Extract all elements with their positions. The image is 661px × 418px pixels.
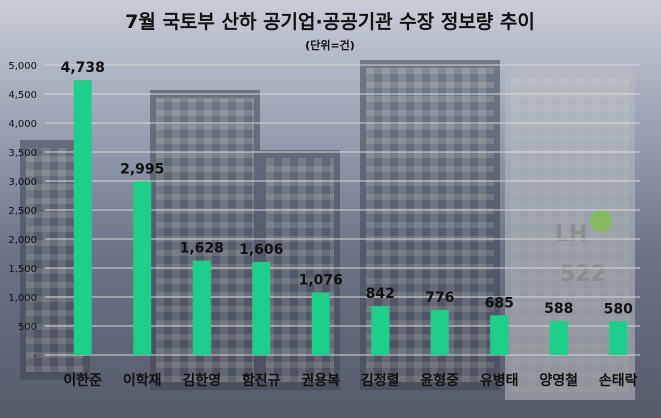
x-tick-label: 유병태: [480, 372, 519, 389]
data-label: 842: [366, 286, 395, 302]
x-tick-label: 이한준: [63, 372, 102, 389]
y-tick-label: 500: [18, 322, 37, 333]
background-logo-icon: [590, 210, 612, 232]
bar: [192, 260, 211, 355]
bar: [311, 292, 330, 355]
data-labels: 4,738 2,995 1,628 1,606 1,076 842 776 685 588 580: [61, 60, 634, 317]
data-label: 1,606: [239, 242, 283, 258]
x-tick-label: 손태락: [599, 373, 638, 389]
y-axis: - 500 1,000 1,500 2,000 2,500 3,000 3,500 4,000 4…: [8, 61, 37, 362]
y-tick-label: 4,000: [8, 119, 37, 130]
x-axis: 이한준 이학재 김한영 함진규 권용복 김정렬 윤형중 유병태 양영철 손태락: [63, 372, 637, 389]
x-tick-label: 김정렬: [361, 372, 400, 389]
data-label: 1,628: [180, 241, 224, 257]
y-tick-label: 1,000: [8, 293, 37, 304]
y-tick-label: 1,500: [8, 264, 37, 275]
chart-title: 7월 국토부 산하 공기업·공공기관 수장 정보량 추이: [125, 11, 535, 33]
background-sign-lh: LH: [555, 222, 588, 247]
y-tick-label: 3,500: [8, 148, 37, 159]
chart-subtitle: (단위=건): [305, 38, 355, 52]
y-tick-label: -: [33, 351, 37, 362]
bars: [73, 80, 628, 356]
y-tick-label: 4,500: [8, 90, 37, 101]
data-label: 1,076: [299, 273, 343, 289]
data-label: 776: [425, 290, 454, 306]
bar: [73, 80, 92, 356]
background-sign-number: 522: [560, 262, 606, 287]
data-label: 588: [544, 301, 573, 317]
background-building: [150, 90, 260, 390]
bar: [490, 315, 509, 355]
data-label: 580: [604, 301, 633, 317]
y-tick-label: 5,000: [8, 61, 37, 72]
x-tick-label: 이학재: [123, 372, 162, 389]
data-label: 2,995: [120, 161, 164, 177]
bar: [371, 306, 390, 355]
data-label: 685: [485, 295, 514, 311]
data-label: 4,738: [61, 60, 105, 76]
bar: [549, 320, 568, 355]
y-tick-label: 2,500: [8, 206, 37, 217]
x-tick-label: 윤형중: [420, 372, 459, 389]
x-tick-label: 권용복: [301, 373, 340, 389]
y-tick-label: 2,000: [8, 235, 37, 246]
bar: [609, 321, 628, 355]
bar: [252, 261, 271, 355]
y-tick-label: 3,000: [8, 177, 37, 188]
bar: [133, 181, 152, 355]
x-tick-label: 함진규: [242, 372, 281, 389]
bar: [430, 309, 449, 355]
x-tick-label: 양영철: [539, 372, 578, 389]
x-tick-label: 김한영: [182, 372, 221, 389]
